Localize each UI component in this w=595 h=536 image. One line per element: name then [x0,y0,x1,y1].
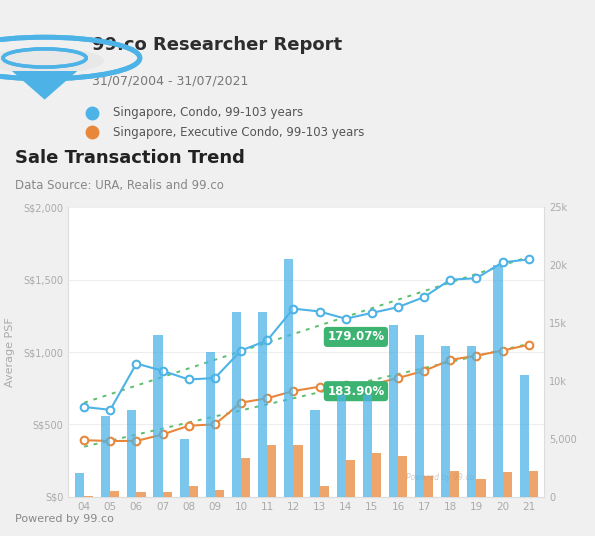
Bar [241,458,250,497]
Bar [189,486,198,497]
Bar [293,444,302,497]
Text: Powered by 99.co: Powered by 99.co [15,514,114,524]
Text: Data Source: URA, Realis and 99.co: Data Source: URA, Realis and 99.co [15,179,224,192]
Text: Sale Transaction Trend: Sale Transaction Trend [15,149,245,167]
Bar [84,496,93,497]
Bar [75,473,84,497]
Bar [415,334,424,497]
Bar [127,410,136,497]
Bar [503,472,512,497]
Bar [337,395,346,497]
Bar [232,311,241,497]
Text: Singapore, Executive Condo, 99-103 years: Singapore, Executive Condo, 99-103 years [113,125,364,139]
Text: 99.co Researcher Report: 99.co Researcher Report [92,36,342,54]
Bar [206,352,215,497]
Bar [450,471,459,497]
Bar [311,410,320,497]
Text: Singapore, Condo, 99-103 years: Singapore, Condo, 99-103 years [113,106,303,119]
Bar [441,346,450,497]
Bar [477,479,486,497]
Bar [398,456,407,497]
Bar [180,439,189,497]
Bar [519,375,529,497]
Polygon shape [12,71,77,100]
Bar [136,492,146,497]
Bar [267,444,276,497]
Bar [529,471,538,497]
Text: 179.07%: 179.07% [327,330,384,344]
Text: Powered by 99.co: Powered by 99.co [406,473,474,482]
Text: 31/07/2004 - 31/07/2021: 31/07/2004 - 31/07/2021 [92,75,249,88]
Bar [258,311,267,497]
Bar [424,476,433,497]
Bar [154,334,162,497]
Bar [101,415,110,497]
Bar [110,491,120,497]
Bar [467,346,477,497]
Text: 183.90%: 183.90% [327,385,384,398]
Y-axis label: Average PSF: Average PSF [5,317,15,387]
Bar [363,395,372,497]
Bar [215,490,224,497]
Circle shape [0,48,104,73]
Bar [346,459,355,497]
Bar [389,325,398,497]
Bar [320,486,328,497]
Bar [493,265,503,497]
Bar [284,259,293,497]
Bar [372,453,381,497]
Bar [162,492,172,497]
